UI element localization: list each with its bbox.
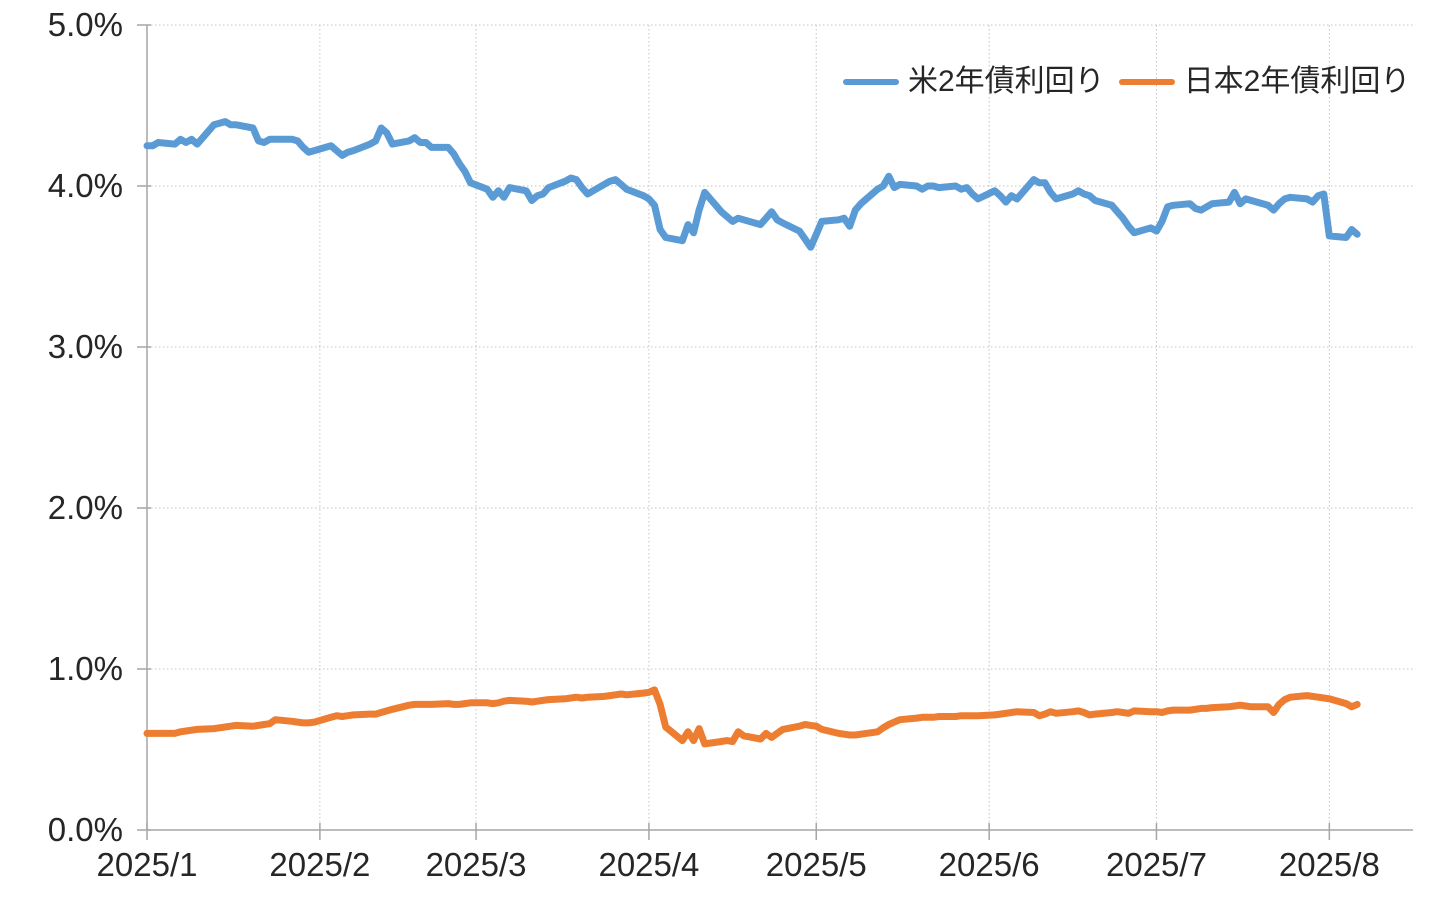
japan-series-label: 日本2年債利回り xyxy=(1183,65,1411,98)
y-axis-tick-label: 5.0% xyxy=(48,6,123,43)
chart-legend: 米2年債利回り 日本2年債利回り xyxy=(843,60,1410,104)
gridlines xyxy=(147,24,1413,830)
x-axis-tick-label: 2025/8 xyxy=(1279,846,1380,883)
japan-series-line-swatch xyxy=(1118,79,1175,85)
y-axis-tick-label: 0.0% xyxy=(48,811,123,848)
japan-2yr-yield-line xyxy=(143,686,1361,748)
us-series-label: 米2年債利回り xyxy=(908,65,1105,98)
y-axis-tick-label: 2.0% xyxy=(48,489,123,526)
us-2yr-yield-line xyxy=(143,118,1361,251)
legend-item-us-2yr: 米2年債利回り xyxy=(843,67,1105,97)
x-axis-tick-label: 2025/7 xyxy=(1106,846,1207,883)
y-axis-tick-label: 1.0% xyxy=(48,650,123,687)
x-axis-tick-label: 2025/1 xyxy=(97,846,198,883)
x-axis-labels: 2025/1 2025/2 2025/3 2025/4 2025/5 2025/6 2025… xyxy=(97,846,1380,883)
x-axis-tick-label: 2025/6 xyxy=(939,846,1040,883)
legend-item-japan-2yr: 日本2年債利回り xyxy=(1118,65,1411,98)
us-series-line-swatch xyxy=(843,79,899,85)
y-axis-tick-label: 3.0% xyxy=(48,328,123,365)
y-axis-tick-label: 4.0% xyxy=(48,167,123,204)
x-axis-tick-label: 2025/4 xyxy=(598,846,699,883)
y-axis-labels: 0.0% 1.0% 2.0% 3.0% 4.0% 5.0% xyxy=(48,6,123,848)
x-axis-tick-label: 2025/2 xyxy=(269,846,370,883)
x-axis-tick-label: 2025/5 xyxy=(766,846,867,883)
axes xyxy=(146,25,1413,831)
x-axis-tick-label: 2025/3 xyxy=(426,846,527,883)
data-series xyxy=(143,118,1361,748)
axis-ticks xyxy=(137,24,1331,840)
